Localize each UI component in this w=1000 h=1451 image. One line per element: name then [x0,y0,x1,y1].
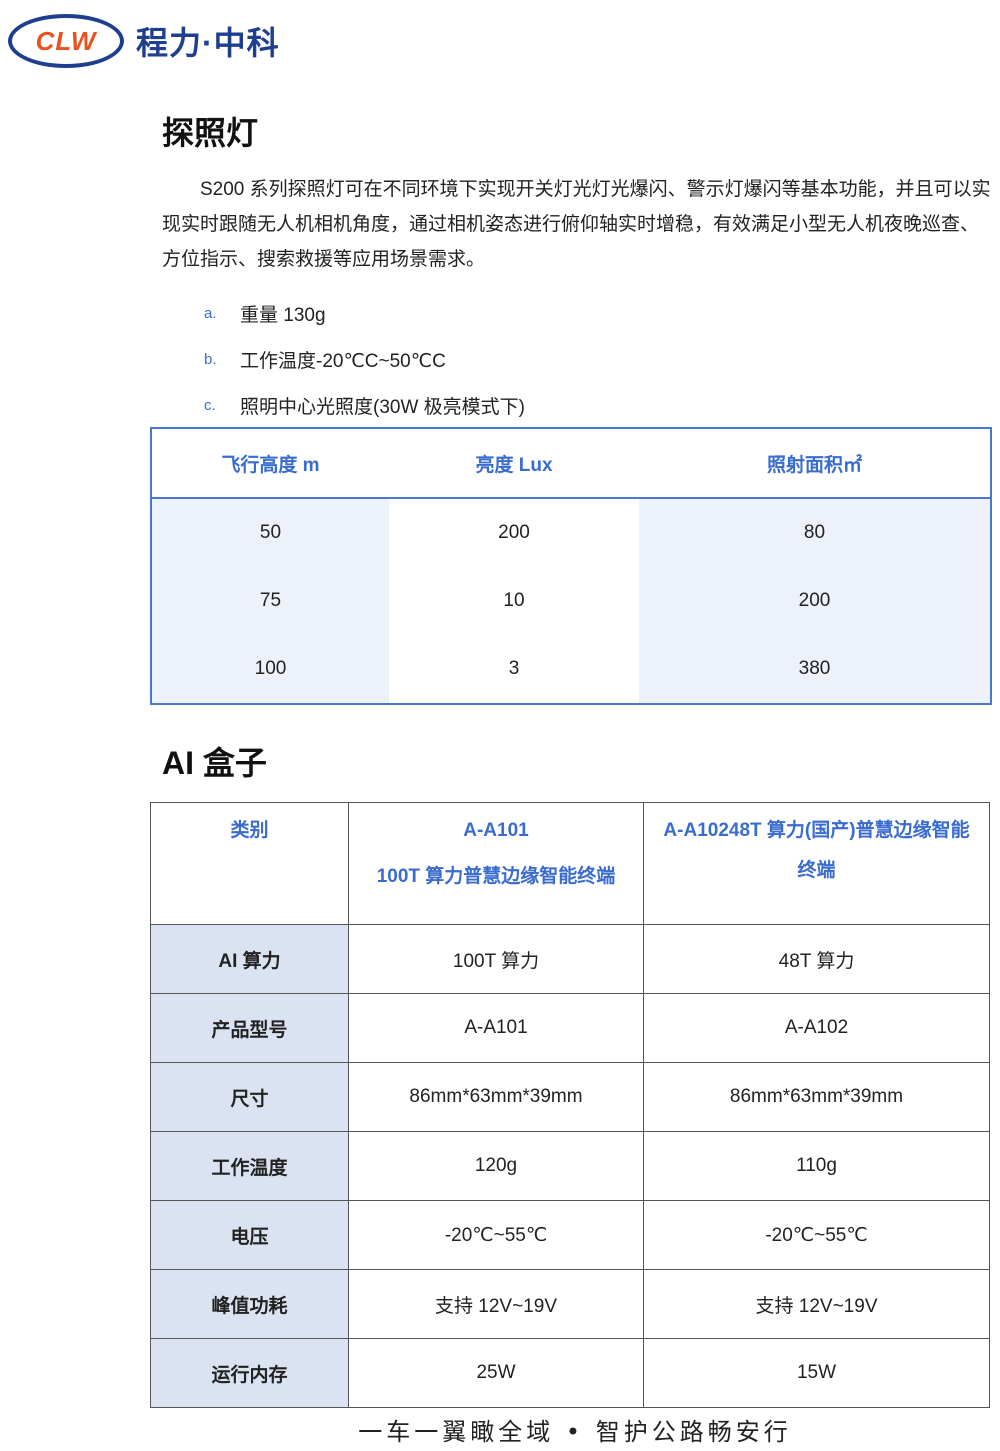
section-title-searchlight: 探照灯 [162,115,259,151]
table-cell: -20℃~55℃ [348,1200,644,1270]
footer-slogan: 一车一翼瞰全域 • 智护公路畅安行 [358,1418,792,1446]
row-label: AI 算力 [150,924,349,994]
row-label: 产品型号 [150,993,349,1063]
table-row: 100 3 380 [151,635,991,704]
column-header: A-A10248T 算力(国产)普慧边缘智能终端 [643,802,990,925]
column-header: 飞行高度 m [151,428,389,499]
table-cell: 支持 12V~19V [348,1269,644,1339]
logo: CLW 程力·中科 [8,14,280,68]
logo-mark: CLW [8,14,124,68]
table-cell: 86mm*63mm*39mm [643,1062,990,1132]
table-row: AI 算力 100T 算力 48T 算力 [150,924,990,994]
table-row: 尺寸 86mm*63mm*39mm 86mm*63mm*39mm [150,1062,990,1132]
section-title-ai-box: AI 盒子 [162,745,267,781]
table-cell: 48T 算力 [643,924,990,994]
spec-list: a. 重量 130g b. 工作温度-20℃C~50℃C c. 照明中心光照度(30W… [204,290,525,428]
searchlight-description: S200 系列探照灯可在不同环境下实现开关灯光灯光爆闪、警示灯爆闪等基本功能，并… [162,179,991,270]
table-row: 峰值功耗 支持 12V~19V 支持 12V~19V [150,1269,990,1339]
illumination-table: 飞行高度 m 亮度 Lux 照射面积㎡ 50 200 80 75 10 200 100 3 38… [150,427,992,705]
list-item: c. 照明中心光照度(30W 极亮模式下) [204,396,526,418]
row-label: 运行内存 [150,1338,349,1408]
table-cell: A-A101 [348,993,644,1063]
row-label: 尺寸 [150,1062,349,1132]
table-cell: 支持 12V~19V [643,1269,990,1339]
row-label: 电压 [150,1200,349,1270]
column-header: 亮度 Lux [389,428,639,499]
table-row: 产品型号 A-A101 A-A102 [150,993,990,1063]
column-header: 类别 [150,802,349,925]
ai-box-table: 类别 A-A101 100T 算力普慧边缘智能终端 A-A10248T 算力(国产… [150,802,990,1408]
table-cell: 25W [348,1338,644,1408]
table-cell: 86mm*63mm*39mm [348,1062,644,1132]
list-item: a. 重量 130g [204,304,326,326]
column-header: A-A101 100T 算力普慧边缘智能终端 [348,802,644,925]
table-row: 电压 -20℃~55℃ -20℃~55℃ [150,1200,990,1270]
table-cell: 120g [348,1131,644,1201]
column-header: 照射面积㎡ [639,428,991,499]
table-cell: -20℃~55℃ [643,1200,990,1270]
row-label: 工作温度 [150,1131,349,1201]
list-item: b. 工作温度-20℃C~50℃C [204,350,446,372]
table-row: 工作温度 120g 110g [150,1131,990,1201]
table-cell: 110g [643,1131,990,1201]
table-row: 75 10 200 [151,567,991,635]
table-row: 50 200 80 [151,498,991,567]
table-cell: 15W [643,1338,990,1408]
logo-name: 程力·中科 [136,25,280,61]
table-row: 运行内存 25W 15W [150,1338,990,1408]
table-cell: 100T 算力 [348,924,644,994]
table-cell: A-A102 [643,993,990,1063]
row-label: 峰值功耗 [150,1269,349,1339]
